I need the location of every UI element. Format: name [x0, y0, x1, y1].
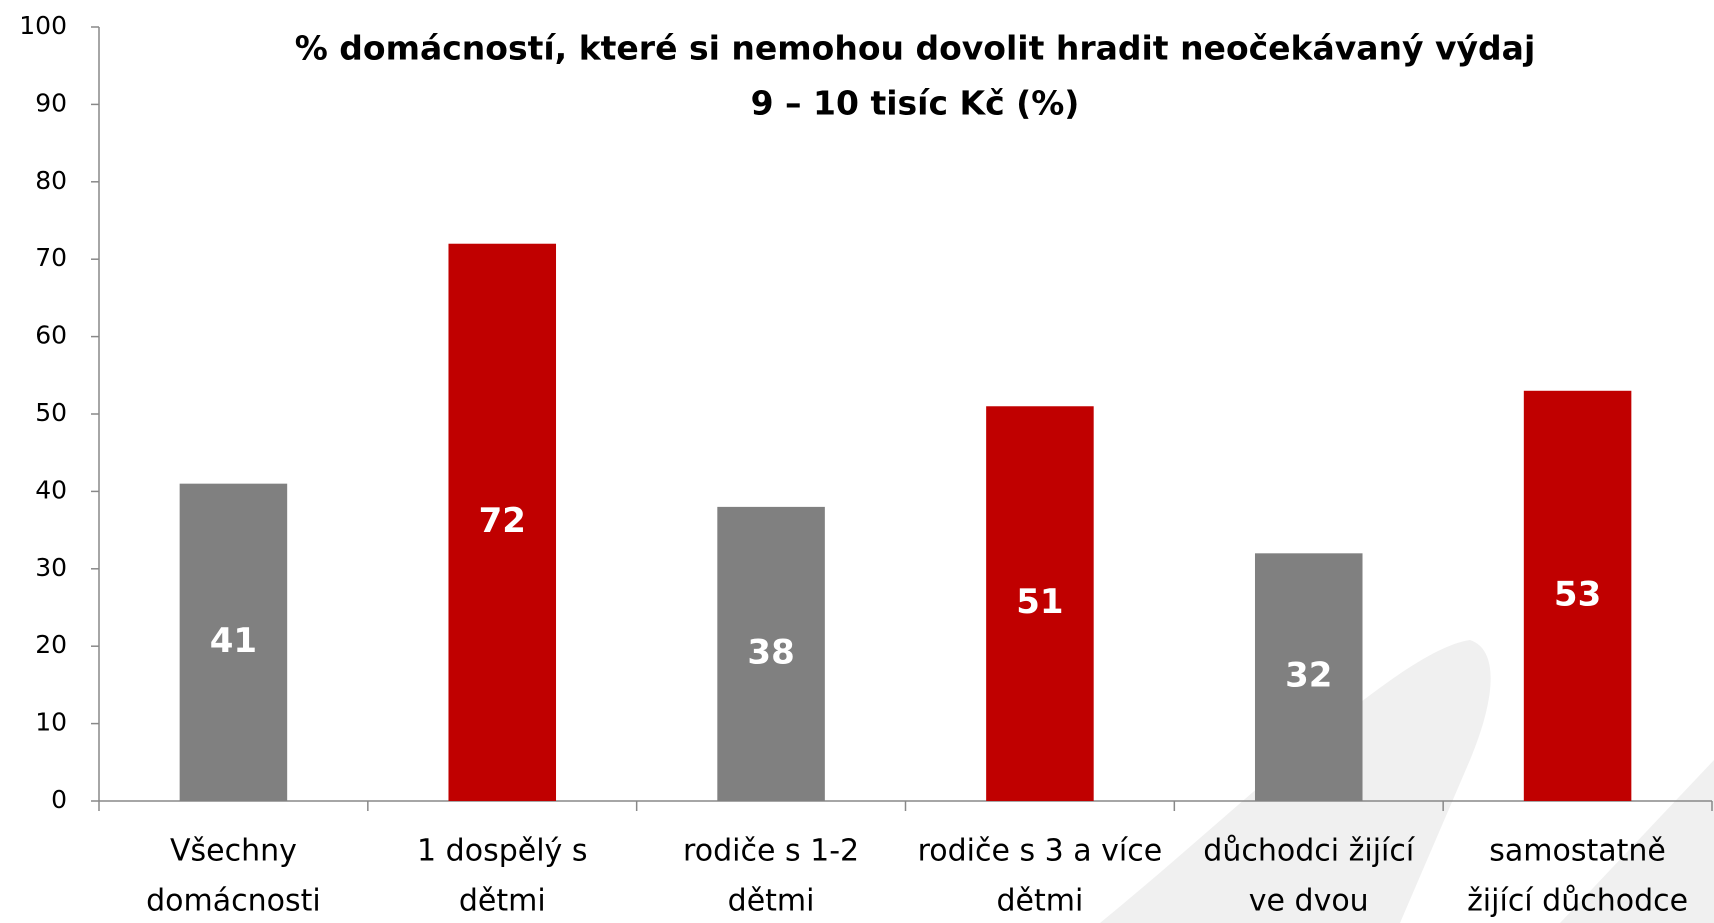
bar — [179, 483, 288, 801]
x-tick-label: rodiče s 3 a více — [918, 834, 1163, 869]
y-tick-label: 0 — [51, 785, 67, 814]
data-label: 38 — [747, 632, 794, 672]
data-label: 72 — [479, 501, 526, 541]
y-tick-label: 50 — [35, 398, 67, 427]
x-tick-label: důchodci žijící — [1203, 834, 1416, 869]
bar — [448, 243, 557, 802]
bar — [1254, 553, 1363, 801]
chart-title: 9 – 10 tisíc Kč (%) — [751, 84, 1080, 123]
x-tick-label: samostatně — [1489, 834, 1666, 869]
y-tick-label: 20 — [35, 630, 67, 659]
x-tick-label: rodiče s 1-2 — [683, 834, 859, 869]
bar — [986, 406, 1094, 801]
y-tick-label: 60 — [35, 321, 67, 350]
chart-title: % domácností, které si nemohou dovolit h… — [295, 29, 1536, 68]
y-tick-label: 40 — [35, 475, 67, 504]
data-label: 32 — [1285, 656, 1332, 696]
x-tick-label: žijící důchodce — [1467, 884, 1688, 919]
y-tick-label: 30 — [35, 553, 67, 582]
x-tick-label: dětmi — [728, 884, 815, 919]
data-label: 53 — [1554, 574, 1601, 614]
y-tick-label: 80 — [35, 166, 67, 195]
y-tick-label: 70 — [35, 243, 67, 272]
x-tick-label: ve dvou — [1249, 884, 1369, 919]
y-tick-label: 10 — [35, 708, 67, 737]
bar — [1523, 390, 1632, 801]
y-tick-label: 90 — [35, 88, 67, 117]
data-label: 51 — [1016, 582, 1063, 622]
data-label: 41 — [210, 621, 257, 661]
x-tick-label: dětmi — [997, 884, 1084, 919]
x-tick-label: dětmi — [459, 884, 546, 919]
y-tick-label: 100 — [19, 11, 67, 40]
x-tick-label: Všechny — [170, 834, 297, 869]
x-tick-label: 1 dospělý s — [417, 834, 587, 869]
x-tick-label: domácnosti — [146, 884, 321, 919]
bar — [717, 506, 825, 801]
